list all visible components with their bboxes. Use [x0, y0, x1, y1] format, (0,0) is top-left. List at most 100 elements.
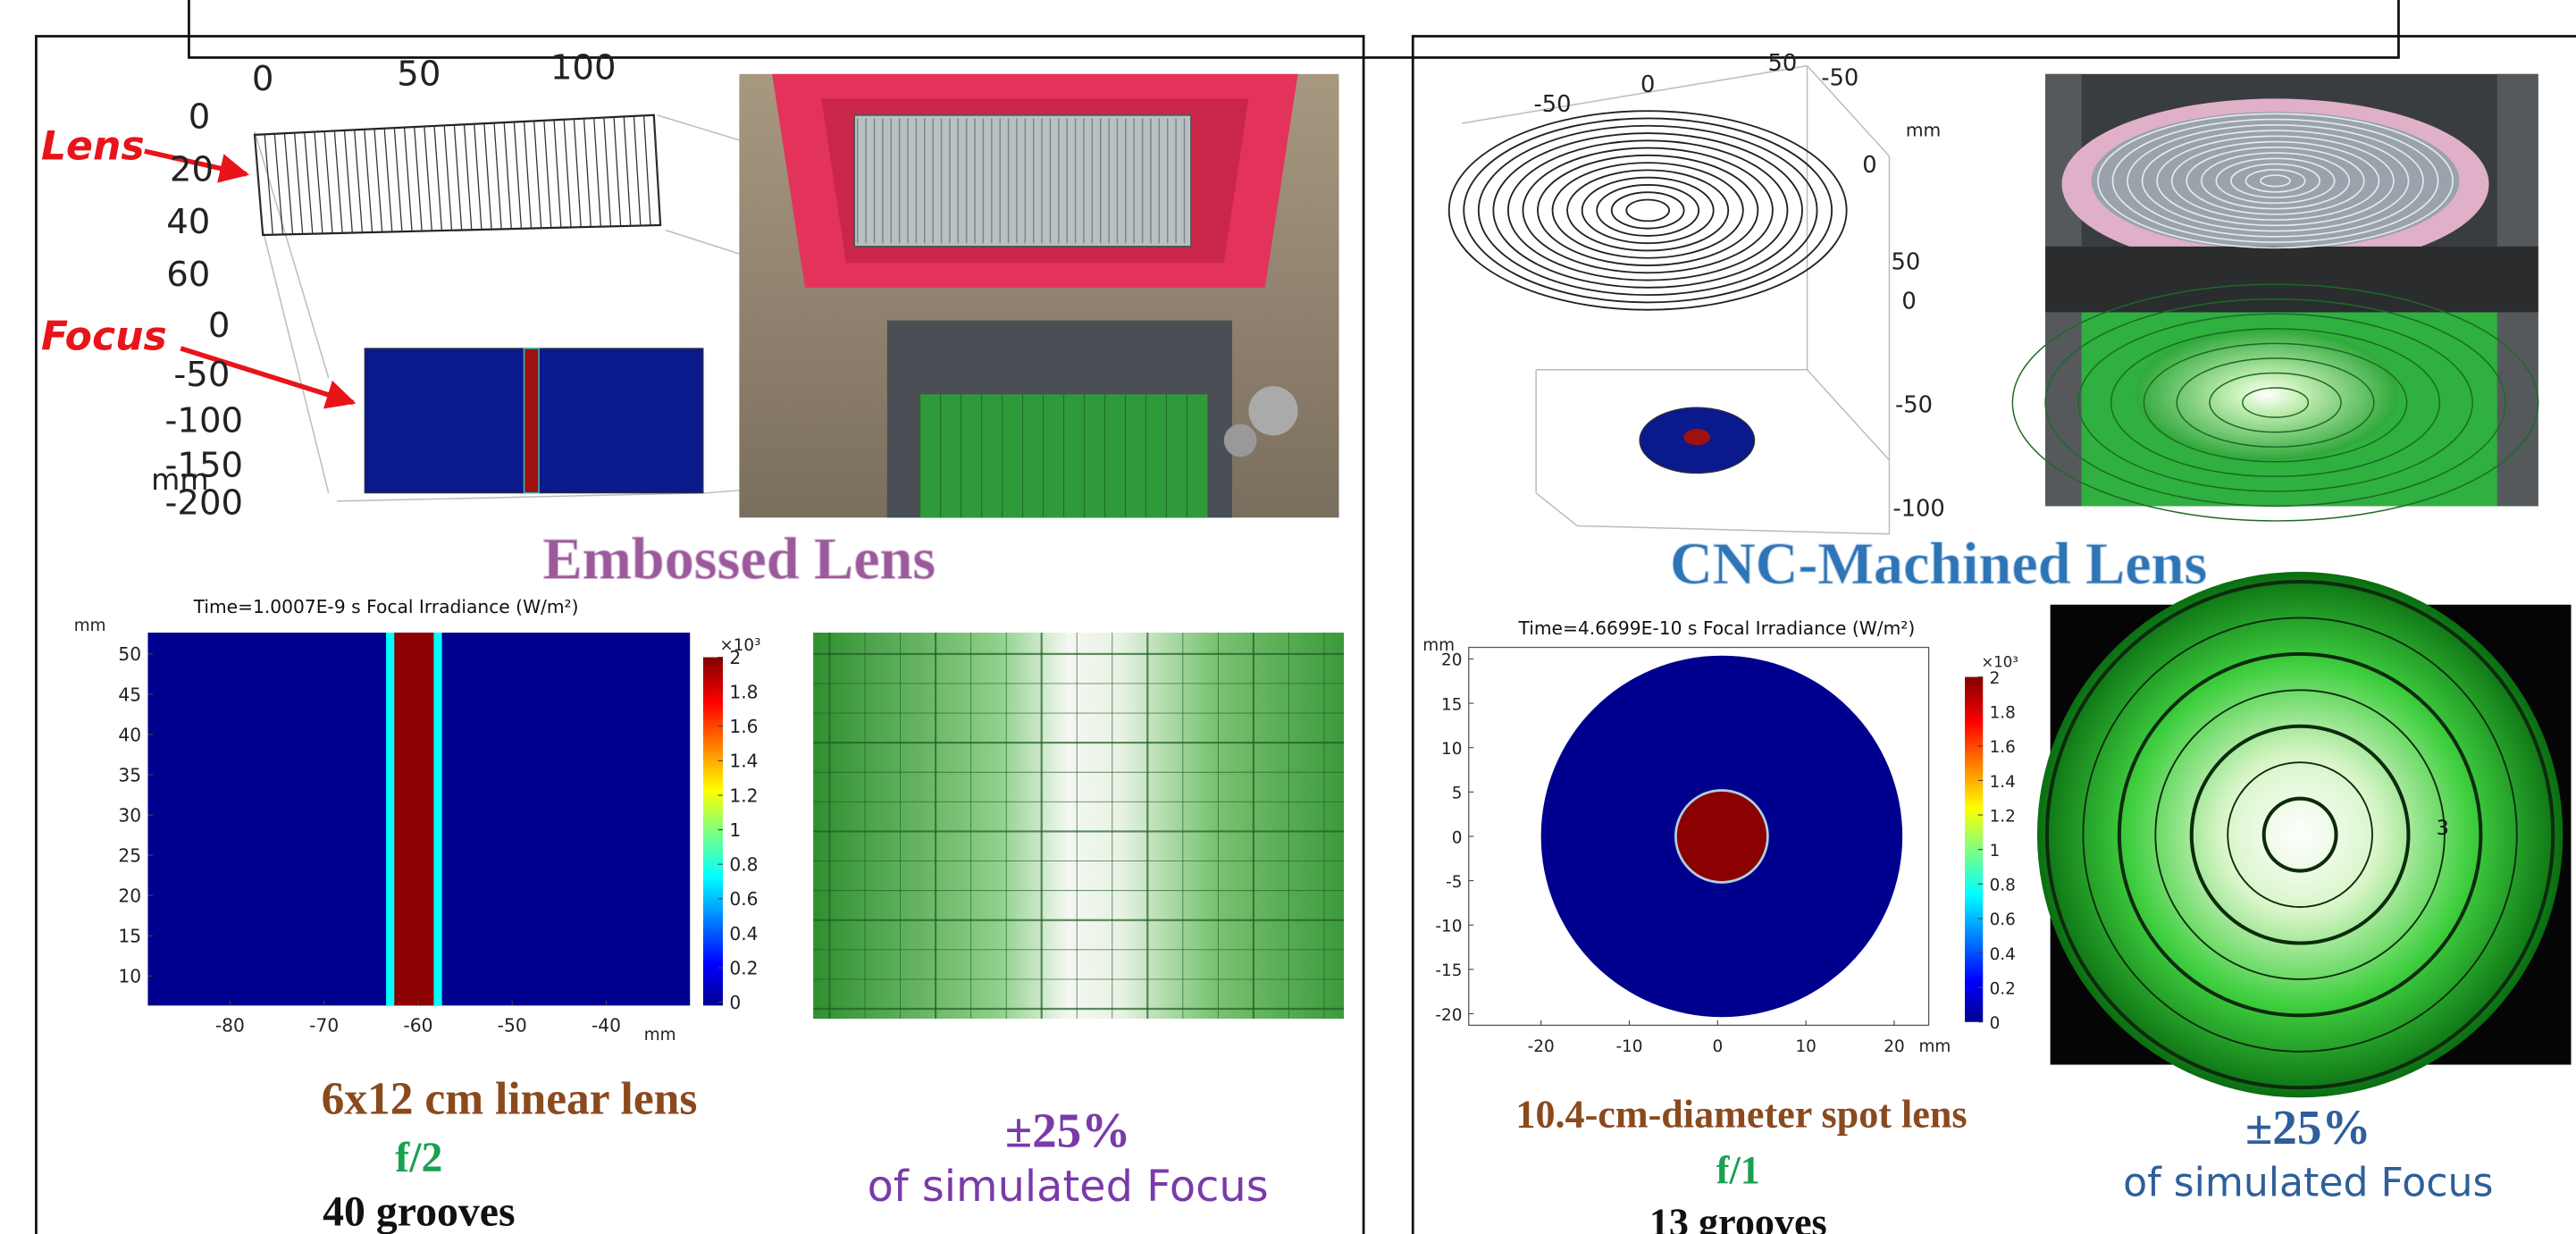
- ring: [2141, 130, 2410, 232]
- axis-tick-label: -50: [1533, 91, 1571, 118]
- focus-glow: [2036, 571, 2563, 1098]
- uniformity-note: of simulated Focus: [2123, 1161, 2493, 1206]
- lens-photo: [739, 73, 1339, 518]
- groove: [603, 117, 612, 227]
- groove: [354, 130, 364, 233]
- right-3d-model: [1462, 64, 1891, 535]
- groove: [474, 123, 482, 230]
- x-unit: mm: [644, 1026, 676, 1045]
- groove: [613, 116, 622, 227]
- unit-label: mm: [151, 462, 208, 497]
- axis-tick-label: 60: [166, 255, 210, 295]
- ring: [1492, 132, 1803, 289]
- colorbar-tick-label: 0.8: [1990, 877, 2016, 895]
- focus-line: [523, 348, 540, 494]
- groove: [333, 130, 343, 233]
- ring: [2245, 169, 2306, 193]
- axis-tick-label: 100: [550, 47, 617, 88]
- y-tick-label: 45: [118, 684, 141, 705]
- y-tick-label: -20: [1435, 1006, 1462, 1025]
- axis-tick-label: -150: [164, 445, 243, 485]
- left-plot-ticks: -80 -70 -60 -50 -40 10 15 20 25 30 35 40 45 50 0 0.2 0.4…: [118, 643, 758, 1037]
- y-tick-label: 15: [1441, 695, 1462, 714]
- groove: [493, 122, 502, 230]
- ring: [2227, 761, 2373, 908]
- y-tick-label: 20: [1441, 651, 1462, 670]
- axis-tick-label: -50: [1895, 392, 1933, 419]
- groove: [254, 134, 264, 236]
- ring: [1566, 169, 1730, 252]
- colorbar-tick-label: 0.4: [729, 923, 758, 944]
- groove: [364, 129, 373, 233]
- y-tick-label: 10: [118, 966, 141, 987]
- grooves: 40 grooves: [323, 1188, 516, 1234]
- ring: [2143, 342, 2408, 463]
- lens-label: Lens: [41, 123, 145, 169]
- x-tick-label: -20: [1528, 1037, 1555, 1056]
- groove: [503, 122, 512, 230]
- heatmap-hot: [1674, 789, 1769, 884]
- x-unit: mm: [1919, 1037, 1951, 1056]
- ring: [2077, 313, 2473, 492]
- x-tick-label: 0: [1712, 1037, 1723, 1056]
- groove: [513, 122, 523, 229]
- x-tick-label: -50: [498, 1015, 527, 1037]
- groove: [553, 120, 562, 228]
- axis-tick-label: 0: [189, 97, 211, 138]
- ring: [2200, 152, 2351, 210]
- ring: [2110, 328, 2441, 478]
- photo-mark: 3: [2437, 818, 2449, 840]
- photo-rings: [2011, 113, 2539, 522]
- ring: [1596, 184, 1700, 237]
- ring: [2117, 651, 2483, 1018]
- groove: [323, 130, 333, 234]
- colorbar-tick-label: 1.4: [729, 751, 758, 772]
- left-panel: [35, 35, 1365, 1234]
- ring: [2176, 357, 2375, 448]
- ring: [2082, 617, 2518, 1053]
- ring: [1581, 176, 1715, 245]
- ring: [1610, 191, 1685, 230]
- colorbar-tick-label: 0.2: [1990, 979, 2016, 998]
- ring: [2127, 123, 2424, 238]
- axis-tick-label: -200: [164, 483, 243, 524]
- groove: [403, 127, 413, 231]
- ring: [1537, 154, 1759, 266]
- y-tick-label: -10: [1435, 918, 1462, 936]
- ring: [2215, 157, 2336, 205]
- focus-photo: [813, 632, 1345, 1020]
- y-tick-label: -5: [1446, 873, 1462, 892]
- ring: [2261, 796, 2338, 873]
- ring: [2097, 113, 2454, 249]
- y-tick-label: 25: [118, 844, 141, 866]
- ring: [2044, 579, 2555, 1090]
- caption: CNC-Machined Lens: [1670, 532, 2207, 597]
- axis-tick-label: -100: [1892, 495, 1944, 522]
- f-number: f/2: [395, 1134, 442, 1181]
- focus-label: Focus: [41, 315, 167, 360]
- axis-tick-label: -50: [173, 355, 230, 395]
- uniformity: ±25%: [1005, 1103, 1131, 1157]
- axis-tick-label: 40: [166, 202, 210, 242]
- colorbar-tick-label: 0.2: [729, 957, 758, 978]
- ring: [2242, 387, 2310, 418]
- ring: [1447, 110, 1848, 311]
- groove: [314, 131, 323, 234]
- uniformity-note: of simulated Focus: [868, 1163, 1269, 1212]
- arrow: [180, 346, 357, 409]
- groove: [563, 119, 572, 228]
- lens-rings: [1447, 110, 1848, 311]
- ring: [2186, 147, 2365, 215]
- ring: [2044, 298, 2506, 508]
- axis-tick-label: 0: [1640, 71, 1655, 98]
- groove: [443, 125, 453, 231]
- colorbar-tick-label: 1.4: [1990, 773, 2016, 792]
- x-tick-label: -60: [403, 1015, 432, 1037]
- axis-tick-label: 50: [397, 55, 441, 95]
- ring: [2189, 724, 2411, 945]
- y-tick-label: 40: [118, 724, 141, 745]
- grooves: 13 grooves: [1649, 1201, 1827, 1234]
- arrow: [144, 148, 250, 183]
- groove: [523, 121, 533, 229]
- colorbar-tick-label: 0.4: [1990, 945, 2016, 964]
